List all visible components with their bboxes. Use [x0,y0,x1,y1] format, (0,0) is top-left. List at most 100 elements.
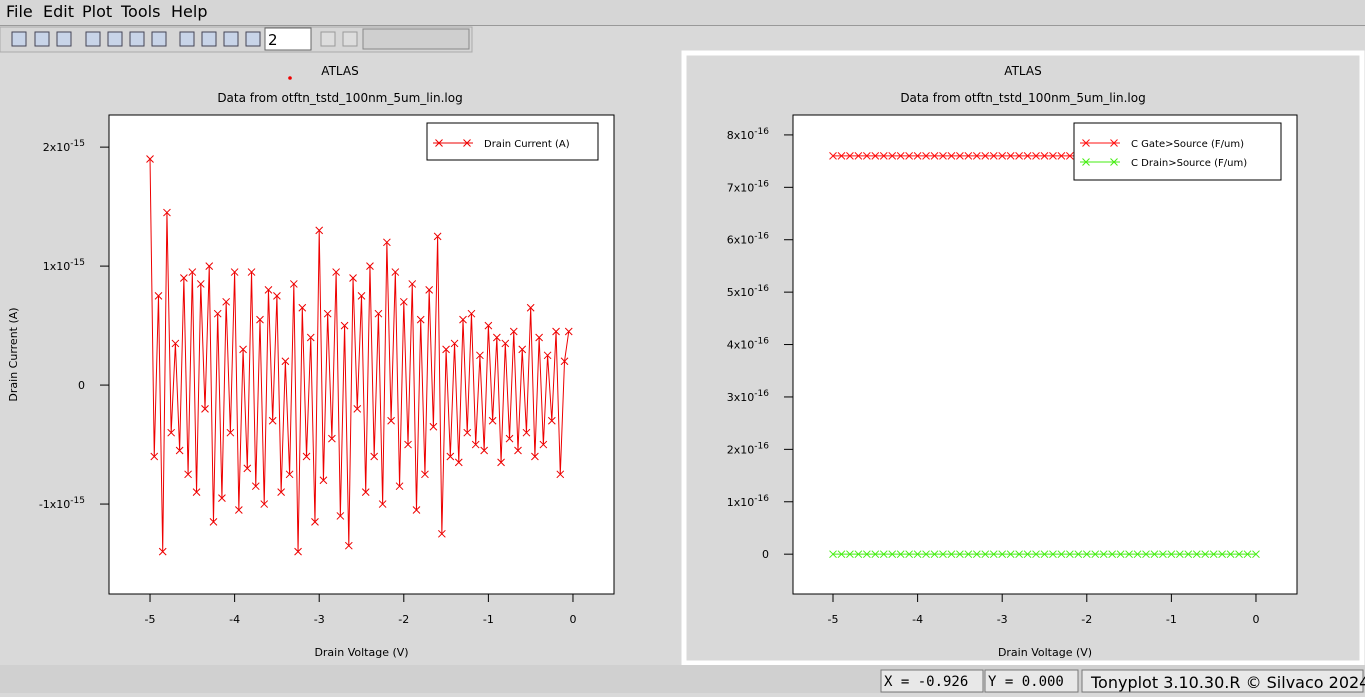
data-marker [1150,550,1159,559]
data-marker [281,357,290,366]
data-marker [167,428,176,437]
data-marker [349,274,357,282]
tool-button[interactable] [85,31,101,47]
data-marker [234,506,243,514]
data-marker [947,152,956,160]
dropdown[interactable] [362,28,470,50]
y-tick-mantissa: 6x10 [727,234,755,247]
legend-marker [1082,139,1118,147]
data-marker [1049,152,1057,160]
legend-label: C Drain>Source (F/um) [1131,158,1247,169]
tool-button[interactable] [320,31,336,47]
data-marker [488,416,497,425]
x-tick-label: -4 [912,613,923,626]
data-marker [463,428,472,437]
y-readout [984,669,1079,693]
data-marker [879,550,888,559]
data-marker [1023,152,1032,160]
data-marker [311,518,319,526]
data-marker [328,434,336,443]
tool-button[interactable] [223,31,239,47]
data-marker [862,550,871,559]
tool-button[interactable] [179,31,195,47]
spinner-value[interactable]: 2 [268,31,278,49]
data-marker [956,550,964,559]
y-tick-label: 1x10-16 [727,494,769,509]
data-marker [450,339,459,348]
y-tick-exponent: -16 [754,284,769,294]
data-marker [492,333,501,342]
data-marker [188,268,197,276]
tool-button[interactable] [11,31,27,47]
data-marker [879,152,888,160]
data-marker [391,268,400,276]
menu-edit[interactable]: Edit [43,2,74,21]
y-tick-mantissa: 8x10 [727,129,755,142]
data-marker [158,547,167,556]
data-marker [268,416,277,425]
data-marker [1252,550,1260,559]
version-text: Tonyplot 3.10.30.R © Silvaco 2024 [1090,673,1365,692]
menu-plot[interactable]: Plot [82,2,112,21]
tool-button[interactable] [56,31,72,47]
data-marker [285,470,294,479]
y-axis-label: Drain Current (A) [7,307,20,401]
data-marker [854,152,863,160]
data-marker [1243,550,1252,559]
data-marker [180,274,188,282]
y-tick-exponent: -15 [70,258,85,268]
tool-button[interactable] [245,31,261,47]
tool-button[interactable] [201,31,217,47]
y-tick-label: 0 [762,548,769,561]
data-marker [344,541,353,550]
x-tick-label: -3 [314,613,325,626]
version-box [1081,669,1364,693]
data-marker [454,458,463,467]
data-marker [1049,550,1057,559]
tool-button[interactable] [342,31,358,47]
legend-marker [435,139,471,147]
x-tick-label: -5 [145,613,156,626]
tool-button[interactable] [107,31,123,47]
data-marker [1015,152,1023,160]
y-tick-exponent: -16 [754,337,769,347]
data-marker [273,291,281,300]
data-marker [374,309,383,318]
spinner[interactable] [264,27,312,51]
data-marker [1226,550,1235,559]
y-tick-mantissa: 4x10 [727,339,755,352]
data-marker [196,280,205,288]
y-tick-mantissa: 7x10 [727,181,755,194]
legend-label: C Gate>Source (F/um) [1131,139,1244,150]
data-marker [1040,152,1049,160]
data-marker [150,452,159,461]
data-marker [913,152,922,160]
y-tick-exponent: -16 [754,232,769,242]
data-marker [336,512,345,520]
tool-button[interactable] [129,31,145,47]
data-marker [366,262,374,270]
data-marker [459,315,467,324]
chart-title: ATLAS [321,64,358,78]
x-axis-label: Drain Voltage (V) [314,646,408,659]
data-marker [306,333,315,342]
data-marker [539,440,548,449]
menu-tools[interactable]: Tools [120,2,160,21]
tool-button[interactable] [151,31,167,47]
data-marker [1175,550,1184,559]
y-tick-label: 2x10-15 [43,139,85,154]
y-tick-label: 8x10-16 [727,127,769,142]
data-marker [357,291,366,300]
data-marker [421,470,429,479]
y-tick-label: 7x10-16 [727,179,769,194]
menu-help[interactable]: Help [171,2,207,21]
data-marker [480,446,489,455]
data-marker [315,226,324,235]
data-marker [370,452,379,461]
menu-file[interactable]: File [6,2,33,21]
y-tick-exponent: -15 [70,496,85,506]
data-marker [956,152,964,160]
data-marker [184,470,192,479]
tool-button[interactable] [34,31,50,47]
data-marker [837,152,846,160]
